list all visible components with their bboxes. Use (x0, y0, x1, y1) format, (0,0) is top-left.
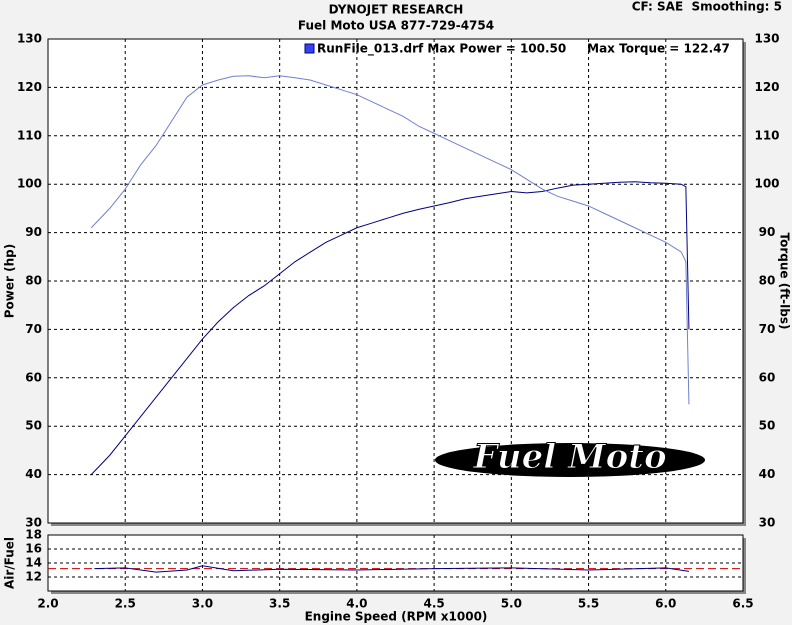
y2-tick-label: 30 (759, 516, 776, 530)
x-tick-label: 3.5 (269, 597, 290, 611)
legend-text: RunFile_013.drf Max Power = 100.50 Max T… (317, 42, 730, 57)
x-tick-label: 6.5 (732, 597, 753, 611)
y-tick-label: 16 (25, 542, 42, 556)
y-tick-label: 120 (17, 80, 42, 94)
y2-tick-label: 120 (754, 80, 779, 94)
y-tick-label: 130 (17, 32, 42, 46)
data-line (94, 565, 690, 573)
logo-bg (435, 443, 705, 477)
subtitle: Fuel Moto USA 877-729-4754 (298, 19, 494, 33)
y2-tick-label: 130 (754, 32, 779, 46)
y-tick-label: 40 (25, 467, 42, 481)
y2-tick-label: 50 (759, 419, 776, 433)
logo: Fuel Moto (472, 437, 666, 477)
x-tick-label: 4.0 (346, 597, 367, 611)
x-axis-title: Engine Speed (RPM x1000) (305, 610, 488, 624)
data-line (90, 181, 690, 475)
note: CF: SAE Smoothing: 5 (632, 0, 782, 14)
y-tick-label: 60 (25, 370, 42, 384)
y2-axis-title: Torque (ft-lbs) (778, 233, 792, 330)
y-tick-label: 50 (25, 419, 42, 433)
legend-swatch (304, 43, 315, 54)
y2-tick-label: 80 (759, 274, 776, 288)
y-tick-label: 100 (17, 177, 42, 191)
y2-tick-label: 100 (754, 177, 779, 191)
x-tick-label: 2.5 (115, 597, 136, 611)
x-tick-label: 2.0 (37, 597, 58, 611)
y-tick-label: 70 (25, 322, 42, 336)
y2-tick-label: 60 (759, 370, 776, 384)
y-tick-label: 18 (25, 528, 42, 542)
y-tick-label: 90 (25, 225, 42, 239)
y-tick-label: 14 (25, 556, 42, 570)
y2-tick-label: 110 (754, 128, 779, 142)
x-tick-label: 3.0 (192, 597, 213, 611)
afr-axis-title: Air/Fuel (3, 537, 17, 589)
y2-tick-label: 70 (759, 322, 776, 336)
x-tick-label: 6.0 (655, 597, 676, 611)
y-axis-title: Power (hp) (3, 244, 17, 318)
y-tick-label: 110 (17, 128, 42, 142)
y2-tick-label: 90 (759, 225, 776, 239)
x-tick-label: 5.0 (501, 597, 522, 611)
title: DYNOJET RESEARCH (329, 3, 464, 17)
y-tick-label: 30 (25, 516, 42, 530)
y2-tick-label: 40 (759, 467, 776, 481)
x-tick-label: 5.5 (578, 597, 599, 611)
y-tick-label: 12 (25, 570, 42, 584)
data-line (90, 75, 690, 405)
y-tick-label: 80 (25, 274, 42, 288)
x-tick-label: 4.5 (423, 597, 444, 611)
